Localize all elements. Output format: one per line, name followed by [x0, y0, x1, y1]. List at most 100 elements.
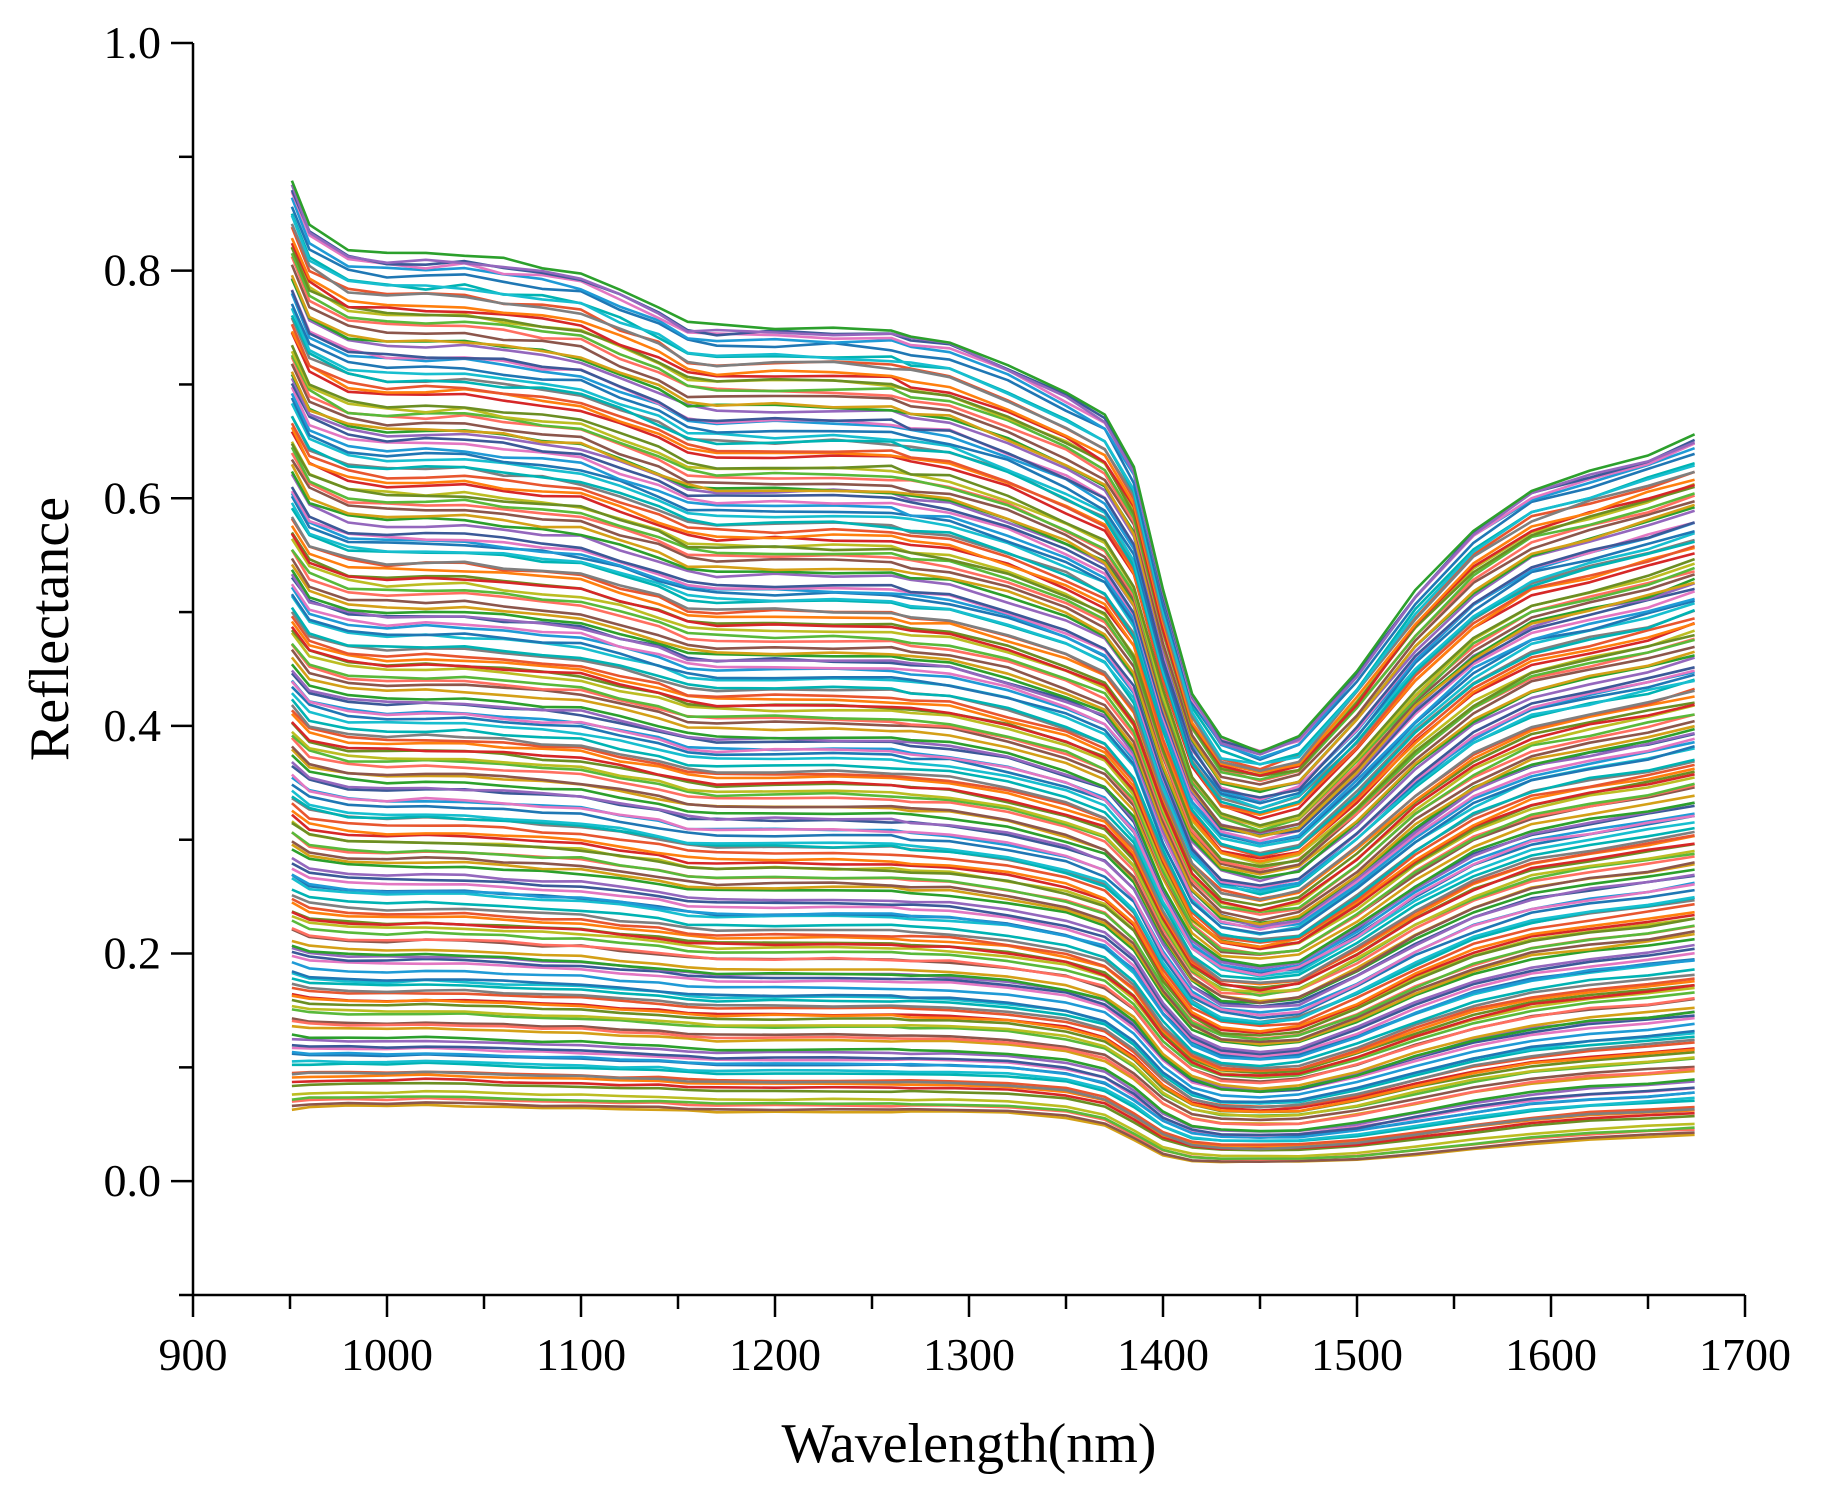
spectrum-line: [291, 1095, 1695, 1160]
spectrum-line: [290, 264, 1695, 786]
spectrum-line: [291, 856, 1695, 1054]
spectrum-line: [290, 237, 1695, 774]
spectrum-line: [291, 1103, 1695, 1164]
spectrum-line: [290, 583, 1695, 931]
spectrum-line: [290, 573, 1695, 928]
spectrum-line: [291, 1008, 1695, 1117]
y-tick-label: 0.6: [104, 472, 162, 523]
spectrum-line: [290, 415, 1696, 857]
y-tick-label: 0.4: [104, 700, 162, 751]
spectrum-line: [291, 910, 1695, 1077]
spectrum-line: [290, 377, 1696, 835]
spectrum-line: [291, 1089, 1695, 1158]
spectrum-line: [291, 754, 1695, 1005]
tick-labels: 0.0 0.2 0.4 0.6 0.8 1.0 900 1000 1100 1200 1300 140…: [104, 17, 1792, 1380]
y-tick-label: 0.2: [104, 928, 162, 979]
x-tick-label: 1300: [923, 1329, 1015, 1380]
spectrum-line: [290, 648, 1695, 957]
spectrum-line: [291, 1017, 1695, 1122]
spectrum-line: [291, 809, 1695, 1033]
spectrum-line: [291, 795, 1695, 1026]
spectrum-line: [291, 893, 1695, 1070]
spectrum-line: [291, 867, 1695, 1058]
spectrum-line: [290, 213, 1695, 766]
spectrum-line: [291, 970, 1695, 1104]
spectrum-line: [290, 525, 1695, 903]
spectrum-line: [290, 502, 1695, 894]
spectrum-line: [291, 919, 1695, 1079]
spectrum-line: [291, 977, 1695, 1105]
y-tick-label: 1.0: [104, 17, 162, 68]
spectrum-line: [291, 1059, 1695, 1142]
spectrum-line: [290, 557, 1695, 922]
x-tick-label: 1400: [1117, 1329, 1209, 1380]
spectrum-line: [290, 620, 1695, 949]
spectrum-line: [291, 992, 1695, 1112]
spectrum-line: [291, 888, 1695, 1068]
spectrum-line: [290, 615, 1695, 944]
spectrum-line: [290, 745, 1695, 1005]
spectrum-line: [290, 656, 1695, 960]
spectrum-line: [290, 606, 1695, 943]
spectrum-line: [291, 848, 1695, 1047]
spectrum-line: [290, 354, 1696, 833]
spectrum-line: [291, 773, 1695, 1017]
spectrum-line: [290, 704, 1695, 985]
spectrum-line: [290, 426, 1695, 863]
spectrum-line: [290, 350, 1696, 829]
spectrum-line: [290, 303, 1695, 805]
spectrum-line: [291, 1033, 1695, 1133]
spectrum-line: [291, 897, 1695, 1072]
spectrum-line: [290, 473, 1695, 883]
spectrum-line: [290, 382, 1695, 837]
spectrum-line: [290, 563, 1695, 926]
x-tick-label: 1000: [341, 1329, 433, 1380]
spectrum-line: [290, 307, 1696, 810]
spectrum-line: [291, 813, 1695, 1035]
spectrum-line: [291, 843, 1695, 1046]
spectrum-line: [290, 669, 1695, 970]
spectrum-line: [290, 538, 1695, 913]
spectrum-line: [290, 344, 1696, 827]
spectrum-line: [291, 1070, 1695, 1151]
y-tick-label: 0.8: [104, 245, 162, 296]
spectrum-line: [290, 713, 1695, 986]
spectrum-line: [291, 939, 1695, 1091]
spectrum-line: [290, 206, 1695, 762]
spectrum-line: [291, 761, 1695, 1009]
spectrum-line: [291, 994, 1695, 1114]
spectrum-line: [290, 548, 1695, 914]
spectrum-line: [290, 402, 1695, 848]
spectrum-line: [290, 180, 1696, 754]
spectrum-line: [290, 737, 1695, 996]
spectrum-line: [291, 821, 1695, 1037]
x-tick-label: 1600: [1505, 1329, 1597, 1380]
spectrum-line: [290, 458, 1695, 874]
spectrum-line: [290, 709, 1695, 985]
spectrum-line: [291, 789, 1695, 1024]
spectrum-line: [290, 223, 1695, 773]
spectrum-line: [290, 277, 1695, 792]
spectrum-line: [290, 441, 1696, 866]
spectrum-line: [290, 486, 1695, 887]
spectrum-line: [290, 443, 1695, 868]
spectrum-line: [290, 642, 1695, 956]
spectrum-line: [291, 802, 1695, 1028]
spectrum-line: [290, 680, 1695, 977]
spectrum-line: [291, 1101, 1695, 1163]
spectrum-line: [291, 944, 1695, 1093]
spectrum-line: [290, 289, 1696, 799]
spectrum-line: [291, 1061, 1695, 1143]
x-tick-label: 1700: [1699, 1329, 1791, 1380]
y-axis-title: Reflectance: [19, 497, 81, 761]
spectrum-line: [290, 698, 1695, 981]
spectrum-line: [291, 1077, 1695, 1151]
spectrum-line: [290, 531, 1695, 907]
spectrum-line: [290, 242, 1695, 777]
spectrum-line: [291, 1043, 1695, 1137]
spectrum-line: [290, 323, 1696, 815]
spectrum-line: [290, 415, 1696, 855]
spectrum-line: [290, 748, 1695, 1003]
y-tick-label: 0.0: [104, 1155, 162, 1206]
